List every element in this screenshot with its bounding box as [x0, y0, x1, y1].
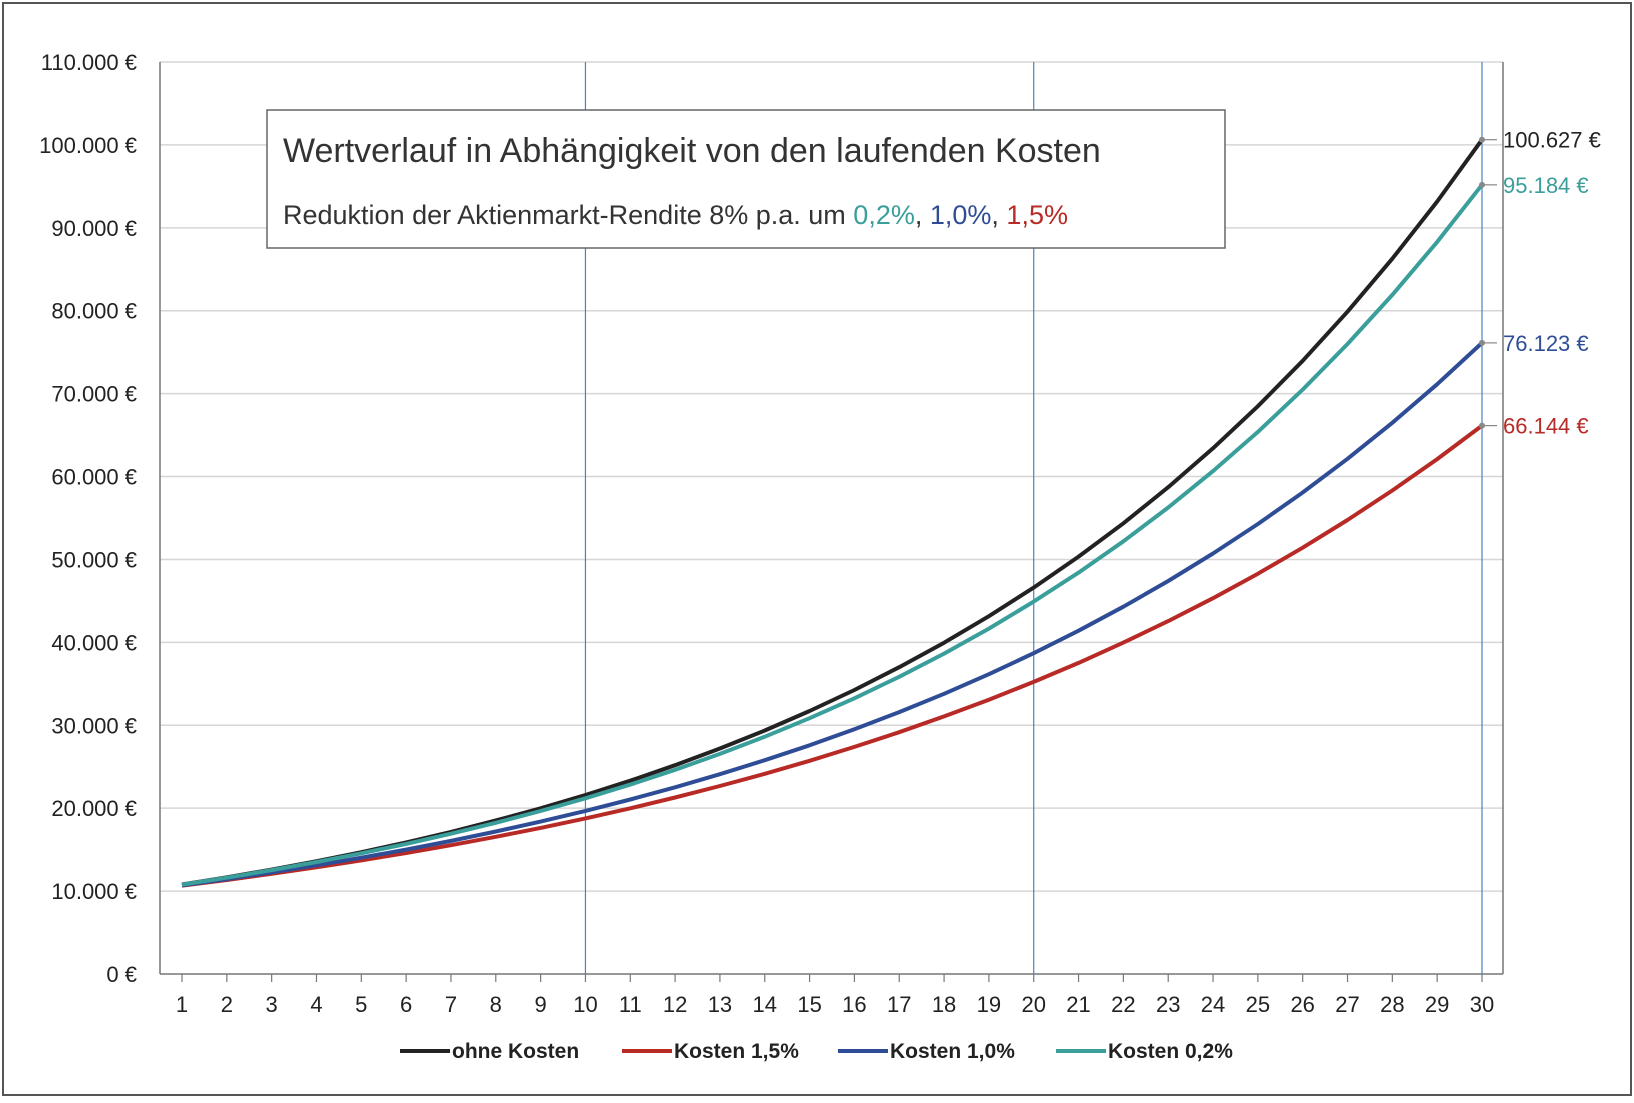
x-tick-label: 26	[1290, 992, 1314, 1017]
x-tick-label: 2	[221, 992, 233, 1017]
end-value-label: 66.144 €	[1503, 414, 1589, 439]
grid-lines: 0 € 10.000 € 20.000 € 30.000 € 40.000 € 50.00…	[39, 50, 1503, 987]
axes: 1 2 3 4 5 6 7 8 9 10 11 12 13 14 15 16 17 18 19 20 21 22 23 24 2…	[159, 62, 1504, 1017]
y-tick-label: 30.000 €	[51, 713, 137, 738]
subtitle-part: ,	[915, 200, 930, 230]
subtitle-part: 1,0%	[930, 200, 992, 230]
series-line	[181, 423, 1484, 888]
x-tick-label: 5	[355, 992, 367, 1017]
y-tick-label: 0 €	[106, 962, 137, 987]
y-tick-label: 50.000 €	[51, 547, 137, 572]
y-tick-label: 90.000 €	[51, 216, 137, 241]
legend: ohne Kosten Kosten 1,5% Kosten 1,0% Kosten …	[400, 1040, 1233, 1063]
end-value-label: 76.123 €	[1503, 331, 1589, 356]
x-tick-label: 18	[932, 992, 956, 1017]
y-tick-label: 100.000 €	[39, 133, 137, 158]
x-tick-label: 9	[534, 992, 546, 1017]
y-tick-label: 80.000 €	[51, 299, 137, 324]
x-tick-label: 14	[753, 992, 777, 1017]
x-tick-label: 20	[1021, 992, 1045, 1017]
legend-entry: Kosten 0,2%	[1108, 1040, 1233, 1063]
chart-subtitle: Reduktion der Aktienmarkt-Rendite 8% p.a…	[283, 200, 1068, 230]
y-tick-label: 10.000 €	[51, 879, 137, 904]
chart-title: Wertverlauf in Abhängigkeit von den lauf…	[283, 132, 1101, 170]
series-lines	[181, 138, 1484, 888]
x-tick-label: 4	[310, 992, 322, 1017]
x-tick-label: 21	[1066, 992, 1090, 1017]
x-tick-label: 23	[1156, 992, 1180, 1017]
series-line	[181, 341, 1484, 888]
x-tick-label: 17	[887, 992, 911, 1017]
title-box-frame	[266, 109, 1226, 249]
x-tick-label: 30	[1470, 992, 1494, 1017]
x-tick-label: 29	[1425, 992, 1449, 1017]
x-tick-label: 10	[573, 992, 597, 1017]
end-value-label: 95.184 €	[1503, 173, 1589, 198]
x-tick-label: 28	[1380, 992, 1404, 1017]
legend-entry: Kosten 1,5%	[674, 1040, 799, 1063]
x-tick-label: 15	[797, 992, 821, 1017]
title-box: Wertverlauf in Abhängigkeit von den lauf…	[266, 109, 1226, 249]
subtitle-part: 0,2%	[853, 200, 915, 230]
legend-entry: Kosten 1,0%	[890, 1040, 1015, 1063]
x-tick-label: 8	[490, 992, 502, 1017]
end-value-label: 100.627 €	[1503, 128, 1601, 153]
x-tick-label: 3	[266, 992, 278, 1017]
x-tick-label: 12	[663, 992, 687, 1017]
x-tick-label: 27	[1335, 992, 1359, 1017]
subtitle-prefix: Reduktion der Aktienmarkt-Rendite 8% p.a…	[283, 200, 853, 230]
y-tick-label: 110.000 €	[41, 50, 137, 75]
x-tick-label: 19	[977, 992, 1001, 1017]
x-tick-label: 1	[176, 992, 188, 1017]
subtitle-part: 1,5%	[1006, 200, 1068, 230]
end-labels: 100.627 € 66.144 € 76.123 € 95.184 €	[1479, 128, 1601, 439]
legend-entry: ohne Kosten	[452, 1040, 579, 1063]
x-tick-label: 13	[708, 992, 732, 1017]
x-tick-label: 11	[619, 992, 642, 1017]
x-tick-label: 6	[400, 992, 412, 1017]
y-tick-label: 40.000 €	[51, 630, 137, 655]
y-tick-label: 70.000 €	[51, 382, 137, 407]
y-tick-label: 20.000 €	[51, 796, 137, 821]
x-tick-label: 7	[445, 992, 457, 1017]
subtitle-part: ,	[991, 200, 1006, 230]
x-tick-label: 25	[1246, 992, 1270, 1017]
x-tick-label: 16	[842, 992, 866, 1017]
x-tick-label: 22	[1111, 992, 1135, 1017]
x-tick-label: 24	[1201, 992, 1225, 1017]
y-tick-label: 60.000 €	[51, 465, 137, 490]
series-line	[181, 183, 1484, 887]
